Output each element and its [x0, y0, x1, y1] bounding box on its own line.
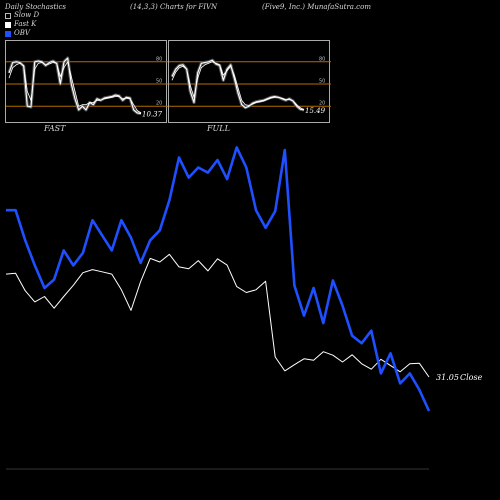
legend-label-slow: Slow D [14, 11, 40, 19]
legend-item-slow: Slow D [5, 11, 39, 20]
full-stochastic-panel: 80 50 20 15.49 [168, 40, 331, 123]
header-title-mid: (14,3,3) Charts for FIVN [130, 3, 218, 11]
legend-swatch-slow [5, 12, 11, 19]
fast-level-label-20: 20 [156, 101, 162, 107]
fast-slow-d-line [8, 61, 142, 114]
legend-swatch-obv [5, 30, 11, 37]
full-level-label-80: 80 [319, 56, 325, 62]
fast-level-label-50: 50 [156, 79, 162, 85]
fast-fast-k-line [8, 57, 142, 115]
full-last-value-label: 15.49 [305, 107, 326, 115]
header-title-left: Daily Stochastics [5, 3, 67, 11]
header-title-right: (Five9, Inc.) MunafaSutra.com [262, 3, 371, 11]
volume-baseline [6, 468, 429, 470]
fast-panel-label: FAST [44, 124, 66, 133]
close-price-line [5, 253, 430, 378]
legend-swatch-fast [5, 21, 11, 28]
legend-label-obv: OBV [14, 29, 30, 37]
legend-item-obv: OBV [5, 29, 39, 38]
fast-last-value-label: 10.37 [142, 111, 163, 119]
obv-line [6, 146, 431, 412]
full-full-k-line [171, 59, 305, 111]
fast-stochastic-plot: 80 50 20 10.37 [6, 56, 168, 119]
full-level-label-20: 20 [319, 101, 325, 107]
close-label: Close [460, 373, 483, 382]
legend-label-fast: Fast K [14, 20, 37, 28]
legend-item-fast: Fast K [5, 20, 39, 29]
legend: Slow D Fast K OBV [5, 11, 39, 38]
full-panel-label: FULL [207, 124, 230, 133]
full-level-label-50: 50 [319, 79, 325, 85]
full-full-d-line [171, 61, 305, 111]
close-last-value-label: 31.05 [436, 373, 459, 382]
fast-level-label-80: 80 [156, 56, 162, 62]
fast-stochastic-panel: 80 50 20 10.37 [5, 40, 168, 123]
